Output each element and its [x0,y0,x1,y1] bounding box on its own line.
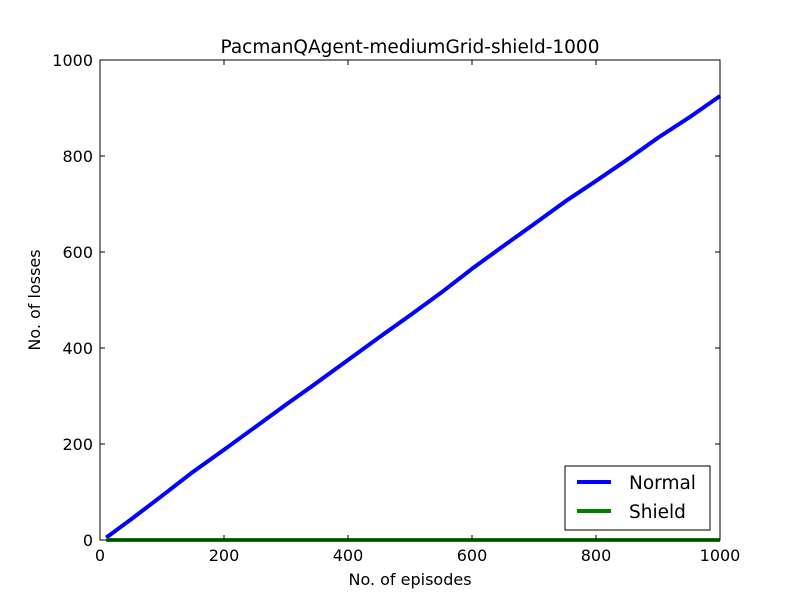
legend-frame [564,465,711,531]
y-tick-label: 400 [62,339,93,358]
x-tick-label: 200 [209,546,240,565]
legend-label-shield: Shield [629,502,686,523]
y-tick-label: 600 [62,243,93,262]
y-axis-label: No. of losses [25,249,44,350]
y-tick-label: 0 [83,531,93,550]
y-tick-label: 1000 [52,51,93,70]
x-tick-label: 1000 [700,546,741,565]
x-tick-label: 0 [95,546,105,565]
x-tick-label: 400 [333,546,364,565]
x-tick-label: 600 [457,546,488,565]
y-ticks-layer: 0 200 400 600 800 1000 [52,51,720,550]
y-tick-label: 200 [62,435,93,454]
series-line-normal [105,94,722,540]
y-tick-label: 800 [62,147,93,166]
x-tick-label: 800 [581,546,612,565]
legend: Normal Shield [564,465,711,531]
x-axis-label: No. of episodes [348,570,471,589]
chart-title: PacmanQAgent-mediumGrid-shield-1000 [221,37,600,58]
x-ticks-layer: 0 200 400 600 800 1000 [95,60,740,565]
plot-frame [99,59,721,541]
legend-label-normal: Normal [629,473,696,494]
